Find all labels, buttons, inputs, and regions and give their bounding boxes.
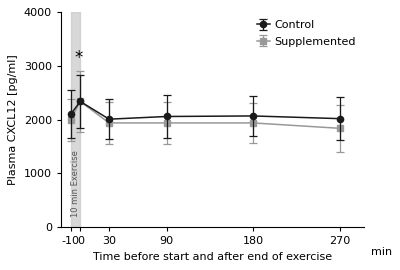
Text: 10 min Exercise: 10 min Exercise: [71, 151, 80, 217]
Legend: Control, Supplemented: Control, Supplemented: [254, 18, 358, 49]
X-axis label: Time before start and after end of exercise: Time before start and after end of exerc…: [93, 252, 332, 262]
Text: min: min: [370, 247, 392, 256]
Text: *: *: [75, 49, 83, 67]
Bar: [71, 12, 80, 227]
Y-axis label: Plasma CXCL12 [pg/ml]: Plasma CXCL12 [pg/ml]: [8, 54, 18, 185]
